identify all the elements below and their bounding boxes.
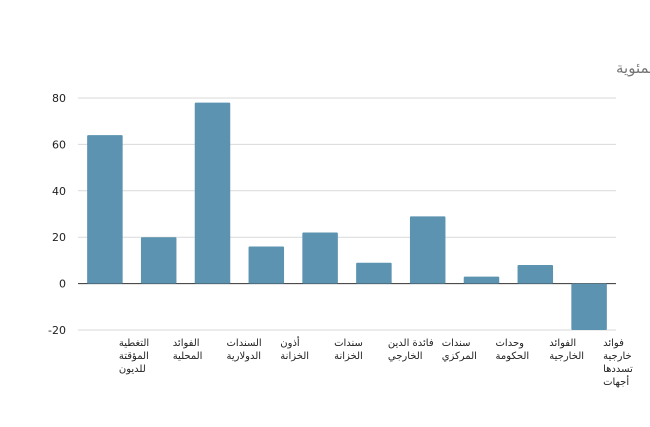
x-tick-label-line: التغطية	[119, 338, 149, 349]
y-tick-label: 60	[52, 138, 66, 151]
y-tick-label: -20	[48, 324, 66, 337]
x-tick-label-line: تسددها	[603, 364, 633, 375]
y-tick-label: 0	[59, 278, 66, 291]
x-tick-label: فائدة الدين الخارجي	[388, 338, 434, 362]
bar	[194, 102, 231, 284]
y-tick-label: 80	[52, 92, 66, 105]
x-tick-label-line: السندات	[227, 338, 262, 349]
y-tick-label: 20	[52, 231, 66, 244]
x-tick-label-line: الحكومة	[496, 351, 530, 362]
x-tick-label: سندات الخزانة	[334, 338, 363, 362]
x-tick-label-line: سندات	[334, 338, 363, 349]
x-tick-label-line: فوائد	[603, 338, 624, 349]
bar	[463, 276, 500, 284]
bar	[140, 237, 177, 284]
bar	[302, 232, 338, 284]
chart-title: معدل زيادة تكلفة الدين بالنسبة المئوية	[616, 59, 650, 77]
bar	[409, 216, 446, 284]
x-tick-label-line: وحدات	[496, 338, 525, 349]
x-tick-label: الفوائد المحلية	[173, 338, 203, 362]
x-tick-label: فوائد خارجية تسددها أجهات	[603, 338, 633, 388]
x-tick-label-line: أذون	[280, 336, 300, 349]
x-tick-label-line: الخارجي	[388, 351, 423, 362]
x-tick-label: سندات المركزي	[442, 338, 477, 362]
x-tick-label-line: أجهات	[603, 375, 629, 388]
x-tick-label-line: الخارجية	[549, 351, 584, 362]
x-tick-label: الفوائد الخارجية	[549, 338, 584, 362]
x-tick-label: وحدات الحكومة	[496, 338, 530, 362]
x-tick-label-line: الدولارية	[227, 351, 262, 362]
x-tick-label-line: للديون	[119, 364, 146, 375]
x-tick-label-line: سندات	[442, 338, 471, 349]
x-tick-label-line: المؤقتة	[119, 351, 149, 362]
bar	[517, 265, 554, 284]
x-tick-label: أذون الخزانة	[280, 336, 309, 362]
x-tick-label-line: فائدة الدين	[388, 338, 434, 349]
bar	[356, 262, 392, 284]
x-tick-label: التغطية المؤقتة للديون	[119, 338, 149, 375]
x-tick-label-line: خارجية	[603, 351, 632, 362]
y-axis-ticks: 80 60 40 20 0 -20	[48, 92, 66, 337]
bar	[87, 135, 123, 284]
bar	[571, 283, 607, 330]
x-tick-label-line: المحلية	[173, 351, 203, 362]
x-axis-labels: التغطية المؤقتة للديون الفوائد المحلية السندا…	[119, 336, 633, 388]
x-tick-label-line: المركزي	[442, 351, 477, 362]
x-tick-label-line: الفوائد	[549, 338, 576, 349]
bars	[87, 102, 607, 330]
x-tick-label-line: الفوائد	[173, 338, 200, 349]
y-tick-label: 40	[52, 185, 66, 198]
x-tick-label-line: الخزانة	[280, 351, 309, 362]
bar	[248, 246, 285, 284]
gridlines	[78, 97, 616, 331]
x-tick-label-line: الخزانة	[334, 351, 363, 362]
x-tick-label: السندات الدولارية	[227, 338, 262, 362]
